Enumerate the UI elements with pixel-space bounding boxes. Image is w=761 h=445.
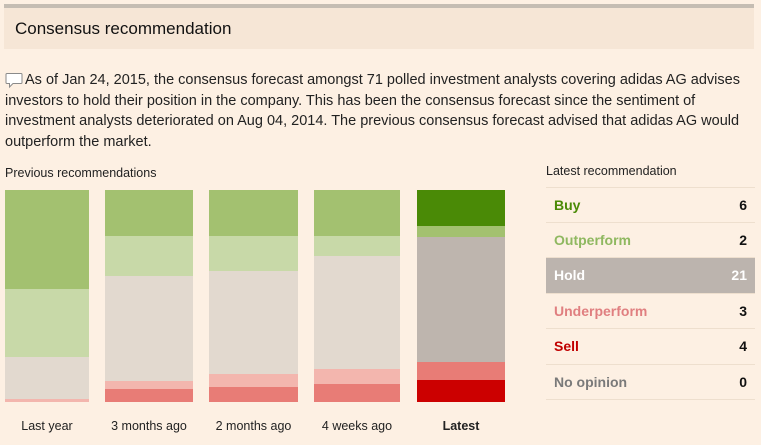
bar-segment <box>5 288 89 358</box>
stacked-bar <box>314 190 400 402</box>
stacked-bar <box>5 190 89 402</box>
recommendation-row: Underperform 3 <box>546 294 755 329</box>
recommendation-count: 0 <box>739 373 747 390</box>
bar-segment <box>417 361 505 380</box>
recommendation-name: Buy <box>554 196 581 213</box>
previous-recommendations-chart <box>0 190 540 402</box>
recommendation-row: Hold 21 <box>546 258 755 294</box>
recommendation-name: Sell <box>554 338 579 355</box>
latest-recommendation-table: Buy 6 Outperform 2 Hold 21 Underperform 3 Sell 4 N… <box>546 187 755 400</box>
bar-segment <box>209 270 298 375</box>
bar-label: 2 months ago <box>215 419 292 433</box>
bar-label: 4 weeks ago <box>321 419 393 433</box>
recommendation-count: 6 <box>739 196 747 213</box>
recommendation-count: 3 <box>739 302 747 319</box>
previous-recommendations-label: Previous recommendations <box>5 166 157 180</box>
recommendation-name: Outperform <box>554 231 631 248</box>
bar-segment <box>209 387 298 402</box>
bar-label: Latest <box>442 419 480 433</box>
section-title: Consensus recommendation <box>15 18 232 38</box>
bar-segment <box>209 190 298 236</box>
bar-segment <box>5 398 89 402</box>
recommendation-row: Outperform 2 <box>546 223 755 258</box>
stacked-bar <box>105 190 193 402</box>
stacked-bar <box>417 190 505 402</box>
recommendation-row: No opinion 0 <box>546 365 755 400</box>
consensus-description: As of Jan 24, 2015, the consensus foreca… <box>5 72 740 150</box>
bar-segment <box>417 379 505 402</box>
bar-segment <box>314 369 400 384</box>
recommendation-name: No opinion <box>554 373 628 390</box>
bar-segment <box>209 374 298 388</box>
bar-segment <box>417 236 505 362</box>
bar-segment <box>105 235 193 276</box>
bar-segment <box>417 190 505 227</box>
bar-segment <box>209 235 298 271</box>
bar-segment <box>105 275 193 381</box>
recommendation-count: 4 <box>739 338 747 355</box>
recommendation-name: Underperform <box>554 302 648 319</box>
recommendation-name: Hold <box>554 267 586 284</box>
bar-segment <box>105 190 193 236</box>
bar-segment <box>105 380 193 390</box>
bar-label: 3 months ago <box>111 419 187 433</box>
recommendation-row: Buy 6 <box>546 187 755 223</box>
header-top-border <box>4 4 754 8</box>
recommendation-count: 2 <box>739 231 747 248</box>
bar-segment <box>5 190 89 289</box>
stacked-bar <box>209 190 298 402</box>
bar-segment <box>314 383 400 402</box>
bar-segment <box>5 357 89 399</box>
bar-segment <box>314 235 400 256</box>
recommendation-count: 21 <box>731 267 747 284</box>
bar-segment <box>417 226 505 237</box>
section-header: Consensus recommendation <box>4 8 754 49</box>
latest-recommendation-label: Latest recommendation <box>546 164 677 178</box>
bar-segment <box>314 255 400 370</box>
speech-bubble-icon <box>5 73 23 89</box>
bar-label: Last year <box>21 419 73 433</box>
bar-segment <box>314 190 400 236</box>
bar-segment <box>105 389 193 402</box>
recommendation-row: Sell 4 <box>546 329 755 365</box>
